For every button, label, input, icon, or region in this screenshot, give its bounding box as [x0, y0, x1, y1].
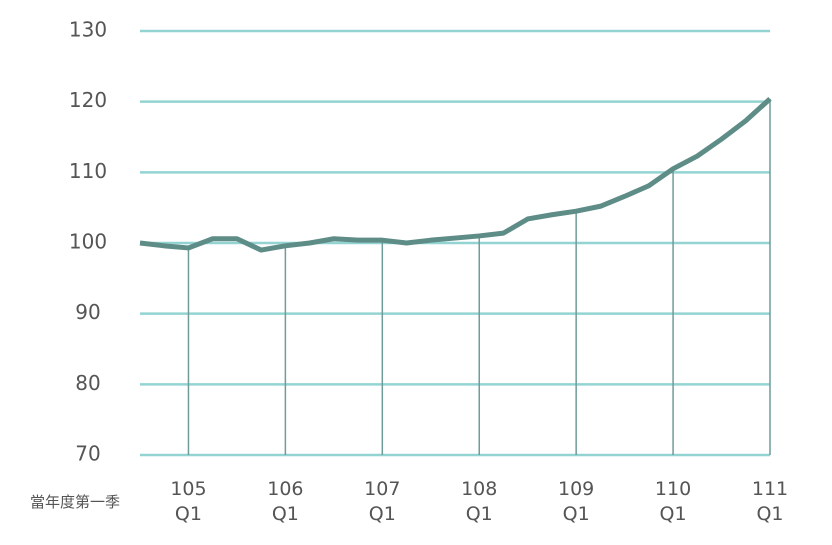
x-axis-label: 當年度第一季 [30, 493, 121, 511]
y-tick-label: 110 [69, 159, 107, 183]
x-tick-label: 109 Q1 [558, 478, 595, 525]
y-tick-label: 120 [69, 88, 107, 112]
y-tick-label: 100 [69, 230, 107, 254]
x-tick-label: 110 Q1 [654, 478, 692, 525]
x-tick-label: 108 Q1 [461, 478, 498, 525]
x-tick-label: 111 Q1 [751, 478, 789, 525]
y-tick-label: 90 [75, 300, 100, 324]
x-tick-label: 107 Q1 [364, 478, 401, 525]
y-tick-label: 130 [69, 18, 107, 42]
y-tick-label: 80 [75, 371, 100, 395]
x-tick-label: 106 Q1 [267, 478, 304, 525]
data-line [139, 96, 772, 253]
x-tick-label: 105 Q1 [170, 478, 207, 525]
y-tick-label: 70 [75, 442, 100, 466]
